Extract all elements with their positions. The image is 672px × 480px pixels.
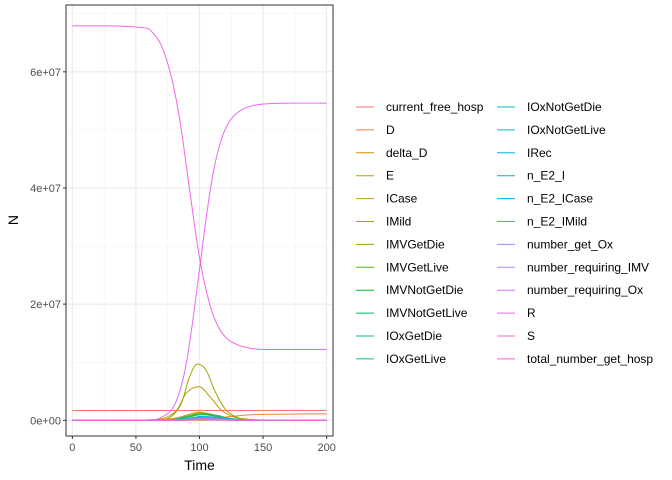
legend-item: n_E2_I: [497, 169, 565, 183]
legend-label: number_get_Ox: [527, 237, 613, 251]
legend-item: number_get_Ox: [497, 237, 613, 251]
x-tick-label: 50: [130, 442, 142, 454]
legend-label: IMVGetLive: [386, 260, 449, 274]
legend-label: IOxGetDie: [386, 329, 442, 343]
legend-item: D: [356, 123, 395, 137]
legend-label: D: [386, 123, 395, 137]
series-line-total-number-get-hosp: [72, 418, 327, 421]
legend-label: IMVNotGetDie: [386, 283, 464, 297]
legend-item: S: [497, 329, 535, 343]
legend-label: n_E2_ICase: [527, 192, 593, 206]
legend-item: IOxGetDie: [356, 329, 442, 343]
legend-item: n_E2_IMild: [497, 215, 587, 229]
y-axis-ticks: 0e+00 2e+07 4e+07 6e+07: [30, 67, 66, 427]
legend-label: n_E2_IMild: [527, 215, 587, 229]
y-tick-label: 0e+00: [30, 415, 61, 427]
legend-item: ICase: [356, 192, 418, 206]
legend-label: IOxNotGetLive: [527, 123, 606, 137]
legend-label: S: [527, 329, 535, 343]
y-tick-label: 4e+07: [30, 183, 61, 195]
legend-item: IMVNotGetDie: [356, 283, 464, 297]
legend-label: number_requiring_Ox: [527, 283, 643, 297]
series-line-r: [72, 102, 327, 421]
legend-item: current_free_hosp: [356, 100, 484, 114]
legend-label: n_E2_I: [527, 169, 565, 183]
x-tick-label: 200: [317, 442, 335, 454]
legend-label: number_requiring_IMV: [527, 260, 649, 274]
legend-item: total_number_get_hosp: [497, 352, 653, 366]
legend-item: IRec: [497, 146, 552, 160]
legend-label: delta_D: [386, 146, 428, 160]
x-tick-label: 100: [190, 442, 208, 454]
legend-item: R: [497, 306, 536, 320]
legend-item: IOxNotGetLive: [497, 123, 606, 137]
legend-label: IOxGetLive: [386, 352, 446, 366]
x-tick-label: 0: [69, 442, 75, 454]
legend-item: IOxNotGetDie: [497, 100, 602, 114]
y-axis-title: N: [5, 215, 21, 225]
legend-label: IMild: [386, 215, 411, 229]
legend-item: IOxGetLive: [356, 352, 446, 366]
legend-item: IMVNotGetLive: [356, 306, 468, 320]
legend-item: delta_D: [356, 146, 428, 160]
series-line-s: [72, 25, 327, 350]
legend-item: IMVGetDie: [356, 237, 445, 251]
legend-label: current_free_hosp: [386, 100, 484, 114]
x-tick-label: 150: [254, 442, 272, 454]
legend-item: IMVGetLive: [356, 260, 449, 274]
legend-item: number_requiring_Ox: [497, 283, 643, 297]
x-axis-title: Time: [184, 457, 215, 473]
legend-label: IMVGetDie: [386, 237, 445, 251]
legend-item: number_requiring_IMV: [497, 260, 649, 274]
series-line-imild: [72, 363, 327, 421]
series-lines: [72, 25, 327, 421]
x-axis-ticks: 0 50 100 150 200: [69, 436, 336, 454]
y-tick-label: 2e+07: [30, 299, 61, 311]
legend-label: IOxNotGetDie: [527, 100, 602, 114]
legend-item: n_E2_ICase: [497, 192, 593, 206]
legend-label: total_number_get_hosp: [527, 352, 653, 366]
y-tick-label: 6e+07: [30, 67, 61, 79]
legend-label: ICase: [386, 192, 418, 206]
legend-label: IRec: [527, 146, 552, 160]
legend-item: E: [356, 169, 394, 183]
legend-item: IMild: [356, 215, 411, 229]
legend-label: E: [386, 169, 394, 183]
legend-label: IMVNotGetLive: [386, 306, 468, 320]
legend-label: R: [527, 306, 536, 320]
